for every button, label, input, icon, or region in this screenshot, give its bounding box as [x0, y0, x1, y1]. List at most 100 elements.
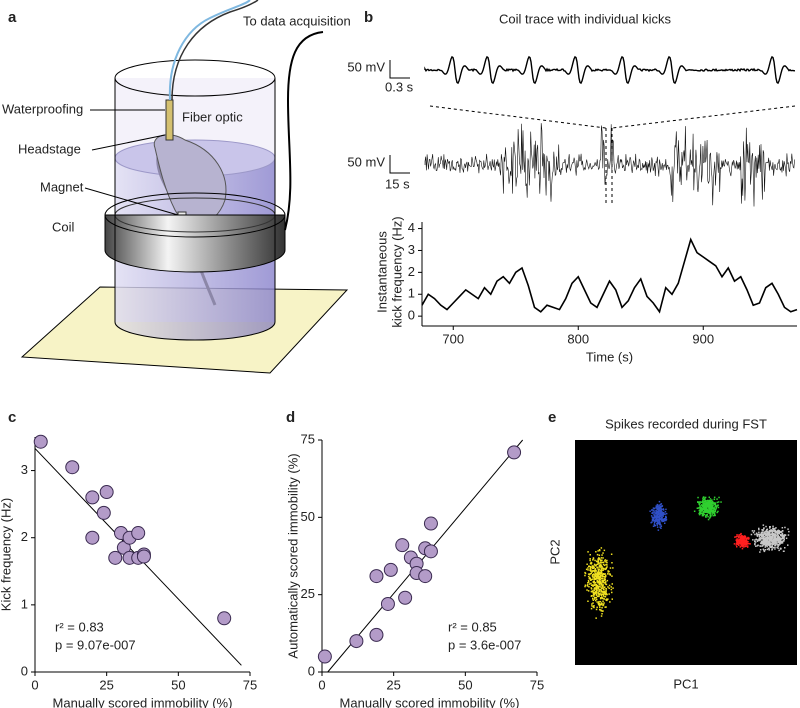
spike-dot: [600, 590, 603, 593]
spike-dot: [703, 507, 705, 510]
diagram-label: Magnet: [40, 179, 84, 194]
spike-dot: [742, 536, 744, 538]
spike-dot: [592, 597, 594, 600]
spike-dot: [740, 539, 743, 542]
spike-dot: [654, 519, 656, 522]
spike-dot: [599, 578, 601, 581]
spike-dot: [590, 588, 593, 590]
spike-dot: [740, 541, 743, 543]
scatter-point: [108, 550, 123, 565]
spike-dot: [759, 545, 762, 547]
spike-dot: [663, 519, 665, 522]
spike-dot: [708, 505, 711, 508]
spike-dot: [586, 585, 589, 587]
spike-dot: [742, 545, 744, 547]
spike-dot: [598, 549, 601, 551]
spike-dot: [758, 528, 760, 531]
spike-dot: [783, 550, 785, 552]
spike-dot: [770, 536, 772, 539]
spike-dot: [709, 511, 711, 513]
spike-dot: [703, 506, 706, 509]
spike-dot: [754, 533, 756, 536]
spike-dot: [594, 598, 596, 600]
spike-dot: [762, 534, 765, 536]
spike-dot: [763, 533, 765, 535]
spike-dot: [736, 541, 738, 544]
spike-dot: [589, 554, 591, 556]
spike-dot: [656, 503, 659, 506]
spike-dot: [599, 580, 601, 583]
spike-dot: [606, 564, 608, 566]
spike-dot: [598, 557, 601, 560]
spike-dot: [661, 518, 664, 521]
spike-dot: [605, 592, 607, 594]
spike-dot: [604, 579, 606, 581]
spike-dot: [653, 515, 656, 517]
spike-dot: [709, 498, 712, 500]
spike-dot: [589, 577, 591, 580]
spike-dot: [602, 580, 604, 582]
spike-dot: [588, 583, 591, 585]
spike-dot: [744, 535, 746, 537]
spike-dot: [708, 496, 710, 498]
spike-dot: [594, 599, 597, 602]
spike-dot: [776, 537, 778, 540]
spike-dot: [657, 515, 659, 517]
spike-dot: [596, 580, 598, 582]
spike-dot: [738, 541, 740, 543]
spike-dot: [658, 508, 661, 510]
spike-dot: [707, 512, 710, 514]
spike-dot: [600, 565, 602, 567]
y-tick-label: 1: [21, 596, 28, 611]
spike-dot: [781, 530, 784, 532]
spike-dot: [784, 534, 787, 536]
spike-dot: [600, 597, 602, 599]
spike-dot: [657, 520, 660, 522]
spike-dot: [763, 531, 766, 533]
spike-dot: [745, 539, 748, 541]
spike-dot: [607, 586, 609, 588]
spike-dot: [603, 590, 606, 593]
scatter-point: [369, 569, 384, 584]
spike-dot: [774, 529, 776, 532]
spike-dot: [707, 509, 709, 511]
spike-dot: [653, 525, 656, 527]
spike-dot: [772, 525, 774, 528]
spike-dot: [601, 607, 603, 609]
spike-dot: [768, 545, 771, 547]
spike-dot: [712, 502, 714, 504]
cluster-points: [584, 496, 790, 619]
spike-dot: [711, 505, 713, 508]
spike-dot: [781, 542, 784, 544]
spike-dot: [782, 537, 784, 540]
spike-dot: [698, 507, 700, 509]
spike-dot: [751, 530, 754, 532]
spike-dot: [778, 536, 781, 538]
spike-dot: [701, 514, 704, 517]
spike-dot: [650, 515, 653, 517]
spike-dot: [602, 567, 605, 570]
spike-dot: [699, 510, 702, 513]
spike-dot: [660, 525, 663, 527]
spike-dot: [596, 563, 599, 566]
y-tick-label: 2: [21, 529, 28, 544]
spike-dot: [701, 512, 703, 514]
x-axis-label: Time (s): [586, 349, 633, 364]
spike-dot: [595, 578, 597, 580]
spike-dot: [771, 529, 773, 532]
spike-dot: [652, 525, 655, 527]
spike-dot: [603, 549, 606, 552]
spike-dot: [592, 567, 594, 570]
spike-dot: [769, 535, 771, 538]
spike-dot: [600, 604, 602, 606]
spike-dot: [706, 500, 708, 502]
spike-dot: [595, 585, 597, 587]
spike-dot: [697, 496, 699, 499]
spike-dot: [597, 602, 599, 605]
spike-dot: [593, 605, 595, 607]
spike-dot: [740, 532, 742, 535]
x-axis-label: Manually scored immobility (%): [340, 695, 520, 708]
spike-dot: [754, 543, 756, 546]
spike-dot: [596, 575, 598, 577]
